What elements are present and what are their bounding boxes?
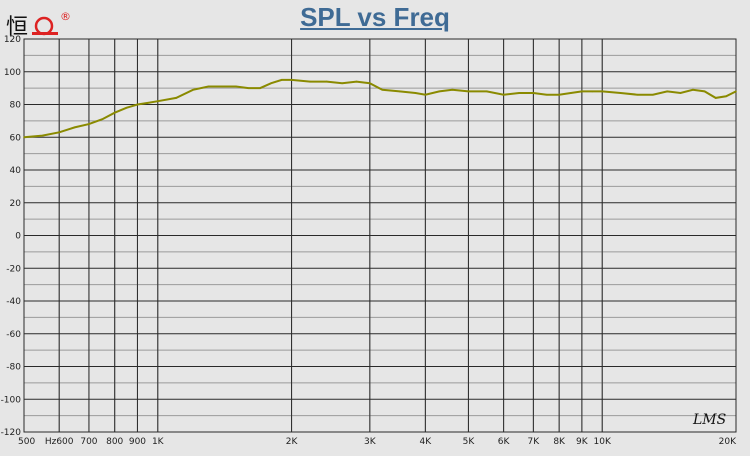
- data-point: [113, 111, 116, 114]
- x-tick-label: 2K: [286, 437, 299, 447]
- y-axis-ticks: 120 100 80 60 40 20 0 -20 -40 -60 -80 -100 -120: [1, 35, 22, 438]
- data-point: [636, 93, 639, 96]
- y-tick-label: -120: [1, 428, 22, 438]
- logo-bar: [32, 32, 58, 35]
- data-point: [601, 90, 604, 93]
- y-tick-label: 100: [4, 68, 21, 78]
- data-point: [381, 88, 384, 91]
- logo-glyph: 恒: [6, 15, 28, 40]
- x-tick-label: 1K: [152, 437, 165, 447]
- data-point: [41, 134, 44, 137]
- data-point: [467, 90, 470, 93]
- x-tick-label: 4K: [420, 437, 433, 447]
- data-point: [369, 82, 371, 85]
- data-points: [23, 79, 737, 139]
- data-point: [703, 90, 706, 93]
- x-tick-label: 7K: [528, 437, 541, 447]
- logo: 恒 ®: [6, 8, 71, 40]
- x-tick-label: 9K: [576, 437, 589, 447]
- data-point: [532, 92, 535, 94]
- data-point: [259, 87, 262, 89]
- data-point: [290, 79, 293, 81]
- y-tick-label: -40: [6, 297, 21, 307]
- data-point: [714, 97, 717, 99]
- y-tick-label: 80: [10, 101, 22, 111]
- y-tick-label: 20: [10, 199, 22, 209]
- data-point: [355, 80, 358, 83]
- logo-graphic: 恒 ®: [6, 10, 71, 40]
- x-tick-label: 20K: [719, 437, 737, 447]
- y-tick-label: 120: [4, 35, 21, 45]
- data-point: [414, 92, 417, 94]
- data-point: [156, 100, 159, 103]
- x-tick-label: 6K: [498, 437, 511, 447]
- y-tick-label: -20: [6, 264, 21, 274]
- data-point: [518, 92, 520, 94]
- data-point: [679, 92, 682, 94]
- x-tick-label: Hz600: [45, 437, 74, 447]
- data-point: [619, 92, 622, 94]
- data-point: [73, 126, 76, 129]
- data-point: [591, 90, 594, 93]
- y-tick-label: 60: [10, 133, 22, 143]
- logo-ring: [34, 16, 54, 36]
- data-point: [692, 88, 694, 91]
- data-point: [207, 85, 210, 88]
- data-point: [270, 82, 273, 85]
- x-tick-label: 3K: [364, 437, 377, 447]
- x-tick-label: 8K: [553, 437, 566, 447]
- data-point: [325, 80, 328, 83]
- y-tick-label: 40: [10, 166, 22, 176]
- y-tick-label: -80: [6, 363, 21, 373]
- data-point: [280, 79, 283, 81]
- x-tick-label: 10K: [594, 437, 612, 447]
- data-point: [147, 102, 149, 104]
- data-point: [247, 87, 250, 89]
- x-tick-label: 800: [106, 437, 123, 447]
- x-axis-ticks: 500 Hz600 700 800 900 1K 2K 3K 4K 5K 6K 7K 8K 9K 10K 20…: [18, 437, 737, 447]
- data-point: [502, 93, 505, 96]
- data-point: [725, 95, 727, 98]
- x-tick-label: 5K: [463, 437, 476, 447]
- data-point: [192, 88, 194, 91]
- data-point: [136, 103, 139, 106]
- data-point: [58, 131, 60, 134]
- data-point: [486, 90, 488, 93]
- data-point: [23, 136, 25, 139]
- data-point: [88, 123, 90, 125]
- data-point: [735, 90, 737, 93]
- data-point: [451, 88, 454, 91]
- data-point: [558, 93, 560, 96]
- data-point: [570, 92, 572, 94]
- y-tick-label: 0: [15, 232, 21, 242]
- major-gridlines: [23, 38, 737, 433]
- data-point: [235, 85, 237, 88]
- data-point: [424, 93, 427, 96]
- x-tick-label: 700: [80, 437, 97, 447]
- y-tick-label: -60: [6, 330, 21, 340]
- chart-title: SPL vs Freq: [300, 2, 450, 32]
- data-point: [438, 90, 441, 93]
- x-tick-label: 900: [129, 437, 146, 447]
- data-point: [221, 85, 224, 88]
- data-point: [398, 90, 401, 93]
- data-point: [666, 90, 668, 93]
- data-point: [309, 80, 311, 83]
- data-point: [581, 90, 583, 93]
- data-point: [545, 93, 548, 96]
- registered-mark: ®: [60, 10, 70, 23]
- plot-frame: [23, 38, 737, 433]
- lms-watermark: LMS: [692, 412, 726, 428]
- data-point: [652, 93, 654, 96]
- x-tick-label: 500: [18, 437, 35, 447]
- y-tick-label: -100: [1, 395, 22, 405]
- data-point: [125, 106, 128, 109]
- data-point: [101, 118, 104, 121]
- data-point: [341, 82, 344, 85]
- data-point: [175, 97, 177, 99]
